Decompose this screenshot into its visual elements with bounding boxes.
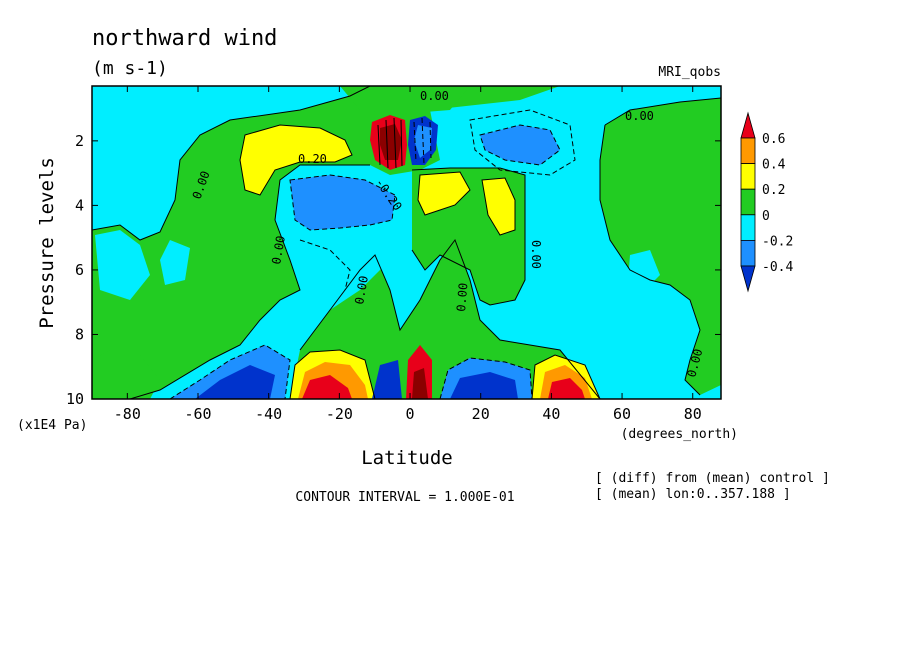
- y-tick-label: 6: [75, 261, 84, 279]
- contour-lines: [92, 86, 721, 399]
- x-tick-label: -60: [184, 405, 211, 423]
- blue-sh-upper: [290, 175, 395, 230]
- colorbar-swatch: [740, 239, 756, 267]
- cyan-patch-sh: [95, 230, 150, 300]
- chart-units: (m s-1): [92, 58, 168, 79]
- note-mean: [ (mean) lon:0..357.188 ]: [595, 487, 791, 502]
- x-tick-label: 0: [406, 405, 415, 423]
- contour-label: 0.00: [352, 275, 371, 306]
- x-axis: -80 -60 -40 -20 0 20 40 60 80: [114, 86, 702, 423]
- colorbar-label: 0.4: [762, 158, 786, 173]
- y-axis-units: (x1E4 Pa): [17, 418, 87, 433]
- contour-field: 0.00 0.00 0.00 0.00 0.00 0.00 0.00 0.00 …: [92, 86, 721, 399]
- colorbar-label: 0.2: [762, 183, 785, 198]
- colorbar-label: 0: [762, 209, 770, 224]
- x-tick-label: -40: [255, 405, 282, 423]
- y-tick-label: 4: [75, 196, 84, 214]
- yellow-nh-upper-2: [482, 178, 515, 235]
- blue-nh-surface-dark: [450, 372, 518, 399]
- colorbar-label: -0.2: [762, 234, 793, 249]
- chart-title: northward wind: [92, 26, 277, 51]
- green-sh-high-lat: [92, 86, 560, 399]
- x-tick-label: 80: [684, 405, 702, 423]
- contour-label: 0.00: [420, 89, 449, 103]
- contour-interval-text: CONTOUR INTERVAL = 1.000E-01: [295, 490, 514, 505]
- colorbar-label: 0.6: [762, 132, 785, 147]
- x-tick-label: 60: [613, 405, 631, 423]
- green-left-edge: [92, 350, 160, 399]
- x-axis-title: Latitude: [361, 447, 453, 469]
- colorbar-swatch: [740, 163, 756, 190]
- y-tick-label: 10: [66, 390, 84, 408]
- blue-sh-surface-dark: [195, 365, 275, 399]
- x-tick-label: 20: [472, 405, 490, 423]
- x-tick-label: -20: [326, 405, 353, 423]
- green-top-band: [340, 86, 470, 114]
- colorbar-swatch: [740, 188, 756, 216]
- green-nh-high-lat: [600, 98, 721, 395]
- model-label: MRI_qobs: [658, 65, 721, 80]
- dipole-blue-light: [414, 125, 432, 158]
- dipole-dark: [380, 124, 402, 160]
- contour-label: 0.20: [298, 152, 327, 166]
- colorbar: 0.6 0.4 0.2 0 -0.2 -0.4: [740, 111, 793, 293]
- blue-eq-surface: [372, 360, 402, 399]
- x-axis-units: (degrees_north): [621, 427, 738, 442]
- red-nh-eq-core: [412, 368, 428, 399]
- cyan-patch-sh-2: [160, 240, 190, 285]
- y-axis-title: Pressure levels: [36, 157, 58, 329]
- colorbar-swatch: [740, 137, 756, 165]
- y-tick-label: 8: [75, 325, 84, 343]
- colorbar-swatch: [740, 214, 756, 241]
- y-axis: 2 4 6 8 10: [66, 132, 721, 408]
- contour-lines-negative: [169, 109, 576, 399]
- contour-label: 0.00: [269, 235, 288, 266]
- x-tick-label: -80: [114, 405, 141, 423]
- contour-label: 0.00: [625, 109, 654, 123]
- cyan-nh-patch: [628, 250, 660, 295]
- yellow-nh-upper: [418, 172, 470, 215]
- plot-frame: [91, 85, 722, 400]
- x-tick-label: 40: [542, 405, 560, 423]
- contour-label: 0.00: [529, 240, 543, 269]
- colorbar-label: -0.4: [762, 260, 793, 275]
- y-tick-label: 2: [75, 132, 84, 150]
- note-diff: [ (diff) from (mean) control ]: [595, 471, 830, 486]
- colorbar-arrow-bottom: [740, 265, 756, 293]
- yellow-sh-upper: [240, 125, 352, 195]
- colorbar-arrow-top: [740, 111, 756, 139]
- blue-nh-upper: [480, 125, 560, 165]
- contour-label: 0.00: [454, 282, 470, 312]
- red-nh-surface: [548, 378, 585, 399]
